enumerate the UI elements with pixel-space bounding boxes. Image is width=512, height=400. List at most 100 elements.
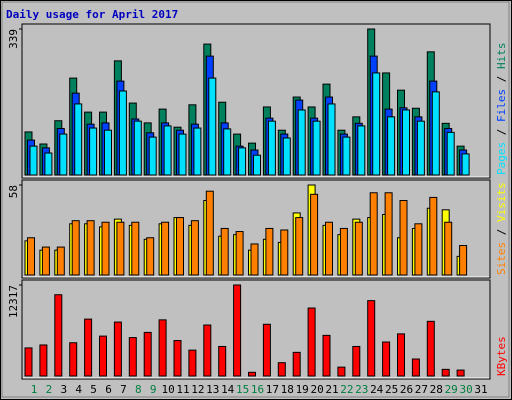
bar	[282, 137, 291, 176]
legend-entry: Sites	[495, 242, 508, 275]
y-max-label: 339	[7, 29, 20, 49]
x-tick-label: 12	[191, 383, 204, 396]
bar	[193, 127, 202, 176]
bar	[44, 152, 53, 176]
bar	[426, 320, 435, 377]
bar	[161, 221, 170, 276]
bar	[104, 129, 112, 176]
x-tick-label: 6	[105, 383, 112, 396]
x-tick-label: 8	[135, 383, 142, 396]
bar	[29, 145, 38, 176]
bar	[173, 340, 182, 377]
bar	[250, 243, 259, 276]
legend: Pages / Files / Hits	[495, 43, 508, 176]
bar	[133, 120, 142, 176]
bar	[342, 136, 351, 176]
bar	[297, 109, 306, 176]
x-tick-label: 28	[430, 383, 443, 396]
bar	[265, 227, 274, 276]
bar	[325, 221, 333, 276]
bar	[233, 284, 242, 377]
bar	[71, 220, 80, 276]
bar	[163, 125, 172, 176]
x-tick-label: 4	[75, 383, 82, 396]
bar	[280, 229, 289, 276]
bar	[352, 345, 361, 377]
bar	[203, 324, 212, 377]
bar	[41, 246, 50, 276]
bar	[176, 217, 184, 276]
bar	[397, 333, 405, 377]
bar	[312, 120, 321, 176]
x-tick-label: 21	[325, 383, 338, 396]
legend: KBytes	[495, 336, 508, 376]
bar	[446, 131, 455, 176]
x-tick-label: 31	[474, 383, 487, 396]
legend-entry: KBytes	[495, 336, 508, 376]
bar	[387, 116, 396, 176]
bar	[384, 192, 393, 276]
x-tick-label: 3	[60, 383, 67, 396]
bar	[146, 237, 155, 276]
bar	[411, 358, 420, 377]
bar	[235, 231, 244, 276]
bar	[128, 337, 137, 377]
bar	[99, 335, 107, 377]
bar	[253, 154, 261, 176]
bar	[429, 196, 438, 276]
bar	[188, 349, 197, 377]
x-tick-label: 2	[46, 383, 53, 396]
bar	[337, 366, 346, 377]
bar	[322, 334, 331, 377]
bar	[431, 91, 440, 176]
bar	[459, 245, 468, 276]
y-max-label: 58	[7, 185, 20, 198]
bar	[267, 120, 276, 176]
bar	[277, 362, 286, 377]
bar	[310, 193, 319, 276]
legend-separator: /	[495, 222, 508, 242]
bar	[307, 307, 316, 377]
x-tick-label: 9	[150, 383, 157, 396]
y-max-label: 12317	[7, 285, 20, 318]
bar	[113, 321, 122, 377]
bar	[416, 120, 425, 176]
legend-entry: Visits	[495, 182, 508, 222]
x-tick-label: 14	[221, 383, 235, 396]
x-tick-label: 23	[355, 383, 368, 396]
bar	[382, 341, 391, 377]
bar	[295, 217, 304, 276]
x-tick-label: 16	[251, 383, 264, 396]
x-tick-label: 10	[161, 383, 174, 396]
bar	[372, 72, 381, 176]
bar	[148, 136, 157, 176]
bar	[56, 246, 65, 276]
bar	[461, 153, 470, 176]
bar	[223, 128, 232, 176]
bar	[414, 223, 423, 276]
x-tick-label: 7	[120, 383, 127, 396]
bar	[27, 237, 35, 276]
legend: Sites / Visits	[495, 182, 508, 275]
x-tick-label: 11	[176, 383, 189, 396]
legend-separator: /	[495, 69, 508, 89]
bar	[357, 125, 366, 176]
bar	[444, 221, 453, 276]
legend-entry: Files	[495, 89, 508, 122]
chart-title: Daily usage for April 2017	[6, 8, 178, 21]
bar	[74, 103, 83, 176]
bar	[54, 294, 63, 377]
x-tick-label: 15	[236, 383, 249, 396]
bar	[248, 371, 256, 377]
bar	[339, 227, 348, 276]
x-tick-label: 27	[415, 383, 428, 396]
bar	[327, 103, 336, 176]
x-tick-label: 18	[281, 383, 294, 396]
bar	[262, 323, 271, 377]
x-tick-label: 1	[31, 383, 38, 396]
bar	[208, 77, 217, 176]
bar	[143, 331, 152, 377]
